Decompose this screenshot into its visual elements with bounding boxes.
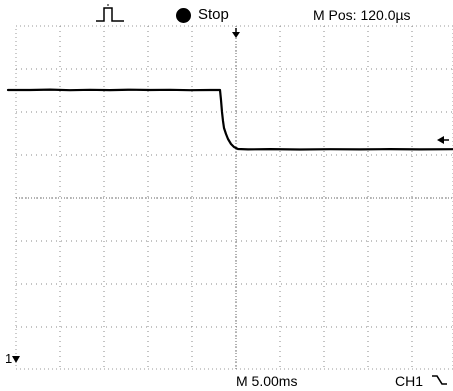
run-state-label: Stop [198,6,229,23]
falling-edge-icon [431,375,447,385]
run-state-indicator: Stop [176,5,229,25]
stop-indicator-dot [176,7,191,23]
center-ticks [16,26,453,369]
pulse-trigger-icon [96,4,124,22]
channel-marker: 1 [5,351,13,366]
channel-ground-arrow [12,356,20,363]
channel-label: CH1 [395,373,424,389]
waveform-trace [6,88,453,151]
horizontal-grid [16,68,453,328]
down-arrow-icon [232,32,240,38]
main-position-readout: M Pos: 120.0µs [313,7,411,23]
left-arrow-icon [437,136,444,144]
status-bar: Stop M Pos: 120.0µs [0,0,453,26]
timebase-readout: M 5.00ms [236,373,298,389]
channel-readout: CH1 [395,373,448,390]
